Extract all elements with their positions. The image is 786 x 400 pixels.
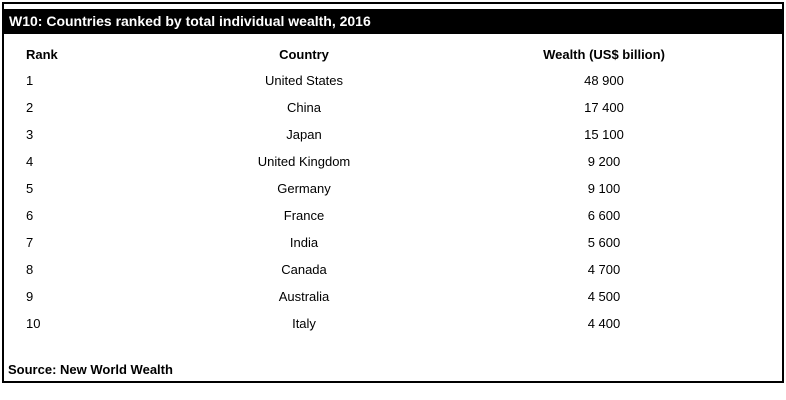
wealth-ranking-table: Rank Country Wealth (US$ billion) 1 Unite… [4, 41, 782, 337]
rank-cell: 8 [26, 262, 34, 277]
wealth-cell: 4 400 [587, 316, 621, 331]
column-header-wealth: Wealth (US$ billion) [543, 46, 665, 62]
country-cell: Canada [281, 262, 327, 277]
rank-cell: 4 [26, 154, 34, 169]
table-title: W10: Countries ranked by total individua… [9, 13, 371, 29]
table-row: 6 France 6 600 [4, 202, 782, 229]
rank-cell: 10 [26, 316, 41, 331]
spacer-cell [744, 202, 782, 229]
rank-cell: 1 [26, 73, 34, 88]
spacer-cell [744, 94, 782, 121]
rank-cell: 7 [26, 235, 34, 250]
table-row: 3 Japan 15 100 [4, 121, 782, 148]
wealth-cell: 5 600 [587, 235, 621, 250]
country-cell: Australia [278, 289, 330, 304]
spacer-cell [744, 283, 782, 310]
column-header-country: Country [279, 46, 329, 62]
country-cell: United States [264, 73, 344, 88]
country-cell: Germany [277, 181, 331, 196]
wealth-cell: 9 200 [587, 154, 621, 169]
rank-cell: 9 [26, 289, 34, 304]
table-row: 5 Germany 9 100 [4, 175, 782, 202]
wealth-cell: 15 100 [584, 127, 624, 142]
country-cell: Japan [286, 127, 322, 142]
country-cell: Italy [292, 316, 316, 331]
country-cell: United Kingdom [257, 154, 351, 169]
table-header-row: Rank Country Wealth (US$ billion) [4, 41, 782, 67]
table-row: 8 Canada 4 700 [4, 256, 782, 283]
rank-cell: 5 [26, 181, 34, 196]
report-table-panel: W10: Countries ranked by total individua… [2, 2, 784, 383]
spacer-header-cell [744, 41, 782, 67]
wealth-cell: 17 400 [584, 100, 624, 115]
country-cell: France [283, 208, 325, 223]
source-note: Source: New World Wealth [8, 362, 173, 377]
table-row: 1 United States 48 900 [4, 67, 782, 94]
table-row: 9 Australia 4 500 [4, 283, 782, 310]
wealth-cell: 48 900 [584, 73, 624, 88]
table-row: 4 United Kingdom 9 200 [4, 148, 782, 175]
spacer-cell [744, 256, 782, 283]
header-row: Rank Country Wealth (US$ billion) [4, 41, 782, 67]
country-cell: India [289, 235, 319, 250]
rank-cell: 2 [26, 100, 34, 115]
spacer-cell [744, 148, 782, 175]
spacer-cell [744, 67, 782, 94]
wealth-cell: 6 600 [587, 208, 621, 223]
wealth-cell: 9 100 [587, 181, 621, 196]
spacer-cell [744, 121, 782, 148]
spacer-cell [744, 229, 782, 256]
table-title-bar: W10: Countries ranked by total individua… [4, 9, 782, 34]
wealth-cell: 4 500 [587, 289, 621, 304]
table-row: 10 Italy 4 400 [4, 310, 782, 337]
country-cell: China [287, 100, 321, 115]
table-row: 7 India 5 600 [4, 229, 782, 256]
table-body: 1 United States 48 900 2 China 17 400 3 Japan 15… [4, 67, 782, 337]
rank-cell: 6 [26, 208, 34, 223]
wealth-cell: 4 700 [587, 262, 621, 277]
rank-cell: 3 [26, 127, 34, 142]
table-row: 2 China 17 400 [4, 94, 782, 121]
spacer-cell [744, 310, 782, 337]
column-header-rank: Rank [26, 46, 58, 62]
spacer-cell [744, 175, 782, 202]
